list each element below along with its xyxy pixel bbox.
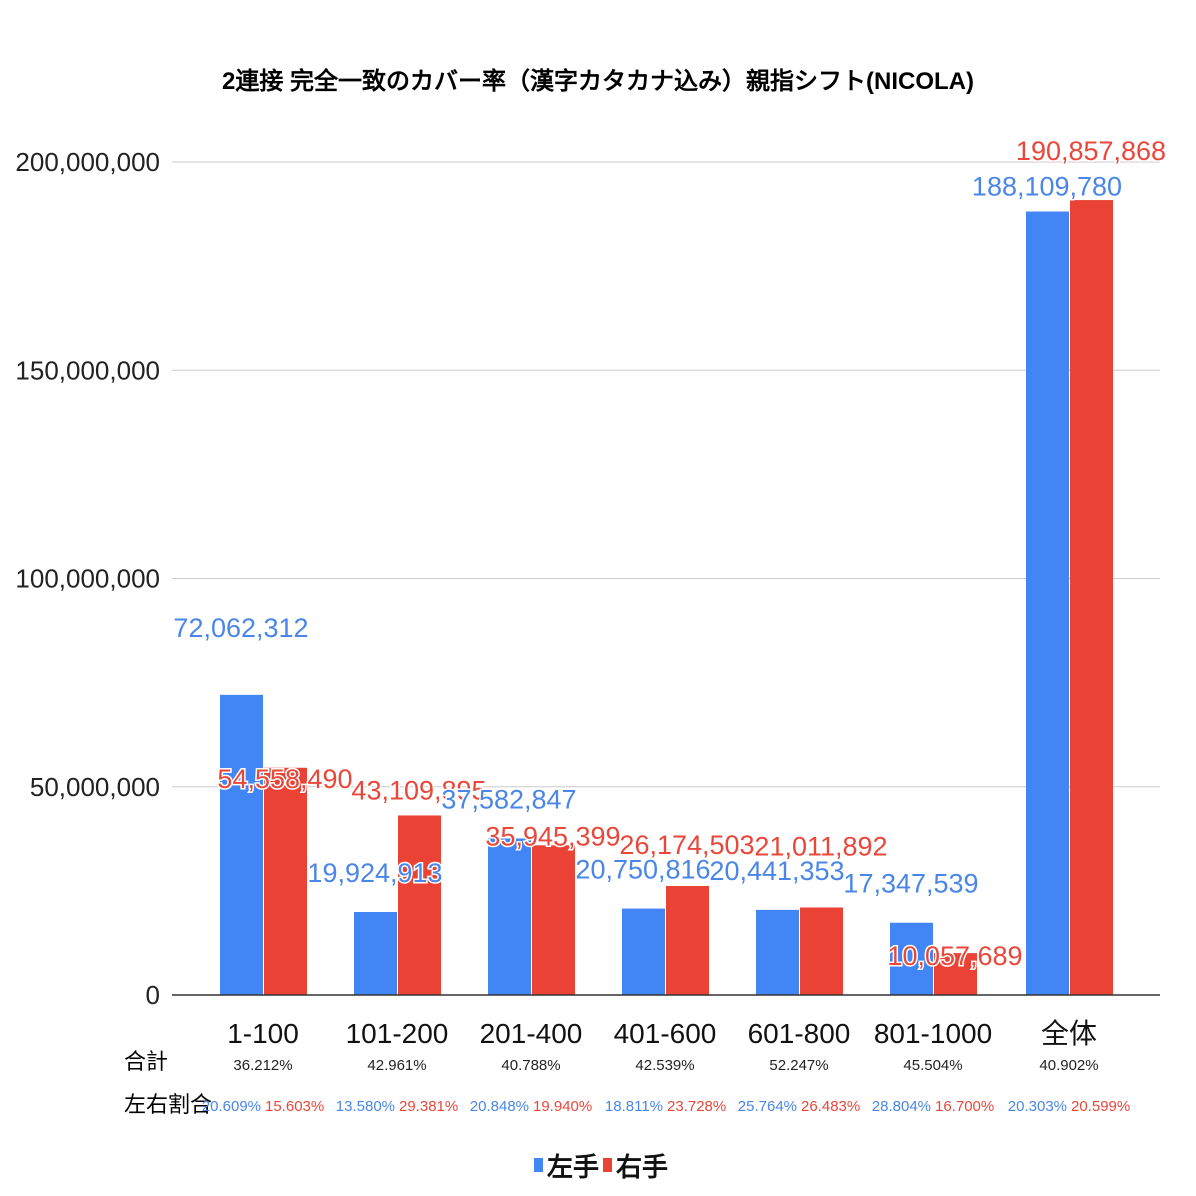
left-ratio-percentage: 20.609%: [202, 1098, 261, 1115]
data-label-left-hand: 37,582,847: [441, 784, 576, 814]
data-label-left-hand: 20,441,353: [709, 856, 844, 886]
right-ratio-percentage: 19.940%: [533, 1098, 592, 1115]
right-ratio-percentage: 23.728%: [667, 1098, 726, 1115]
bar-left-hand: [890, 922, 933, 995]
total-percentage: 42.539%: [635, 1057, 694, 1074]
right-ratio-percentage: 26.483%: [801, 1098, 860, 1115]
total-percentage: 42.961%: [367, 1057, 426, 1074]
data-label-left-hand: 20,750,816: [575, 855, 710, 885]
right-ratio-percentage: 20.599%: [1071, 1098, 1130, 1115]
gridlines: [172, 161, 1160, 788]
legend: 左手 右手: [534, 1152, 668, 1182]
y-axis-ticks: 0 50,000,000 100,000,000 150,000,000 200,000…: [15, 147, 160, 1010]
legend-swatch-left: [534, 1158, 543, 1172]
bar-right-hand: [264, 767, 307, 995]
x-tick-label: 401-600: [614, 1018, 717, 1049]
legend-label-right: 右手: [616, 1152, 668, 1182]
data-label-left-hand: 188,109,780: [972, 172, 1122, 202]
bar-right-hand: [666, 885, 709, 995]
data-label-left-hand: 17,347,539: [843, 869, 978, 899]
total-percentage: 40.902%: [1039, 1057, 1098, 1074]
x-tick-label: 101-200: [346, 1018, 449, 1049]
stats-table: 36.212% 20.609% 15.603% 42.961% 13.580% 29.38…: [202, 1057, 1130, 1115]
left-ratio-percentage: 25.764%: [738, 1098, 797, 1115]
data-label-right-hand: 21,011,892: [754, 831, 887, 861]
bar-right-hand: [1070, 200, 1113, 996]
bar-left-hand: [354, 912, 397, 995]
data-label-right-hand: 190,857,868: [1016, 136, 1166, 166]
data-label-left-hand: 72,062,312: [173, 613, 308, 643]
legend-swatch-right: [603, 1158, 612, 1172]
total-row-label: 合計: [124, 1049, 168, 1074]
left-ratio-percentage: 20.848%: [470, 1098, 529, 1115]
y-tick-label: 50,000,000: [30, 772, 160, 802]
data-label-left-hand: 19,924,913: [307, 858, 442, 888]
bar-right-hand: [934, 953, 977, 995]
left-ratio-percentage: 28.804%: [872, 1098, 931, 1115]
total-percentage: 36.212%: [233, 1057, 292, 1074]
total-percentage: 52.247%: [769, 1057, 828, 1074]
bar-right-hand: [800, 907, 843, 995]
data-label-right-hand: 10,057,689: [887, 941, 1022, 971]
chart-title: 2連接 完全一致のカバー率（漢字カタカナ込み）親指シフト(NICOLA): [222, 67, 974, 95]
x-tick-label: 201-400: [480, 1018, 583, 1049]
left-ratio-percentage: 18.811%: [605, 1098, 663, 1115]
bar-left-hand: [1026, 211, 1069, 995]
data-label-right-hand: 26,174,503: [619, 830, 754, 860]
x-tick-label: 801-1000: [874, 1018, 992, 1049]
right-ratio-percentage: 16.700%: [935, 1098, 994, 1115]
left-ratio-percentage: 20.303%: [1008, 1098, 1067, 1115]
x-tick-label: 601-800: [748, 1018, 851, 1049]
right-ratio-percentage: 15.603%: [265, 1098, 324, 1115]
bar-right-hand: [532, 845, 575, 995]
bar-left-hand: [488, 838, 531, 995]
bar-right-hand: [398, 815, 441, 995]
legend-label-left: 左手: [547, 1152, 599, 1182]
data-label-right-hand: 35,945,399: [485, 821, 620, 851]
y-tick-label: 150,000,000: [15, 355, 160, 385]
y-tick-label: 100,000,000: [15, 564, 160, 594]
y-tick-label: 200,000,000: [15, 147, 160, 177]
total-percentage: 45.504%: [903, 1057, 962, 1074]
x-tick-label: 1-100: [227, 1018, 299, 1049]
x-tick-label: 全体: [1041, 1018, 1097, 1049]
data-label-right-hand: 43,109,895: [351, 775, 486, 805]
bar-left-hand: [622, 908, 665, 995]
x-axis-ticks: 1-100 101-200 201-400 401-600 601-800 801-100…: [227, 1018, 1097, 1049]
total-percentage: 40.788%: [501, 1057, 560, 1074]
bars: [220, 200, 1113, 996]
y-tick-label: 0: [146, 980, 160, 1010]
bar-left-hand: [220, 694, 263, 995]
data-label-right-hand: 54,558,490: [217, 764, 352, 794]
bar-left-hand: [756, 909, 799, 995]
data-labels: 72,062,312 54,558,490 19,924,913 43,109,895…: [172, 135, 1168, 973]
ratio-row-label: 左右割合: [124, 1092, 212, 1117]
left-ratio-percentage: 13.580%: [336, 1098, 395, 1115]
right-ratio-percentage: 29.381%: [399, 1098, 458, 1115]
